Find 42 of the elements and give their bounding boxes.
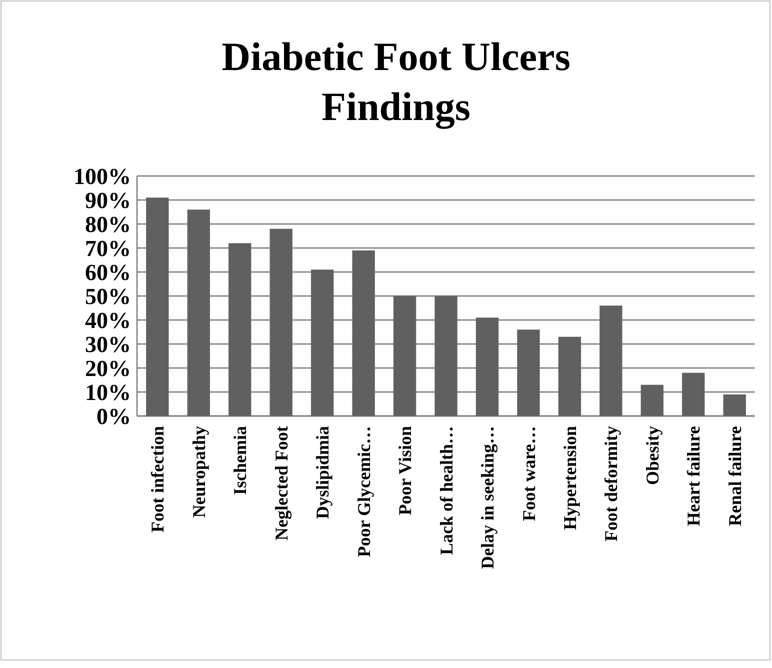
x-tick-label: Foot deformity xyxy=(601,426,622,542)
bar xyxy=(682,372,705,416)
bar xyxy=(187,210,210,416)
bar xyxy=(558,336,582,416)
y-tick-label: 40% xyxy=(85,308,131,334)
bar xyxy=(476,318,499,416)
x-tick-label: Foot infection xyxy=(148,426,168,532)
y-tick-label: 20% xyxy=(85,356,131,382)
bar xyxy=(352,250,375,416)
x-tick-label: Renal failure xyxy=(724,426,745,526)
x-tick-label: Neglected Foot xyxy=(271,426,292,540)
x-tick-label: Ischemia xyxy=(230,426,250,495)
x-tick-label: Hypertension xyxy=(560,426,580,530)
bar xyxy=(393,296,416,416)
y-tick-label: 0% xyxy=(96,404,131,430)
bar xyxy=(270,228,292,416)
bar xyxy=(723,394,746,416)
y-tick-label: 80% xyxy=(85,212,131,238)
x-tick-label: Poor Vision xyxy=(395,426,416,516)
y-tick-label: 60% xyxy=(85,260,131,286)
bar xyxy=(517,330,540,416)
y-tick-label: 10% xyxy=(85,380,131,406)
y-tick-label: 70% xyxy=(85,236,131,262)
bar xyxy=(228,243,252,416)
bar xyxy=(640,384,664,416)
x-tick-label: Delay in seeking… xyxy=(478,426,498,570)
y-tick-label: 50% xyxy=(85,284,131,310)
chart-title: Diabetic Foot Ulcers Findings xyxy=(222,34,570,129)
x-tick-label: Lack of health… xyxy=(436,426,456,556)
x-tick-label: Foot ware… xyxy=(518,426,539,522)
bar xyxy=(600,306,622,416)
x-tick-label: Neuropathy xyxy=(188,426,209,518)
bar xyxy=(434,296,458,416)
y-tick-label: 90% xyxy=(85,188,131,214)
x-tick-label: Poor Glycemic… xyxy=(354,426,374,558)
x-tick-label: Heart failure xyxy=(684,426,704,526)
x-tick-label: Dyslipidmia xyxy=(312,426,333,520)
bar xyxy=(310,270,334,416)
x-tick-label: Obesity xyxy=(642,426,662,486)
y-tick-label: 100% xyxy=(74,164,131,190)
bar xyxy=(146,198,169,416)
y-tick-label: 30% xyxy=(85,332,131,358)
